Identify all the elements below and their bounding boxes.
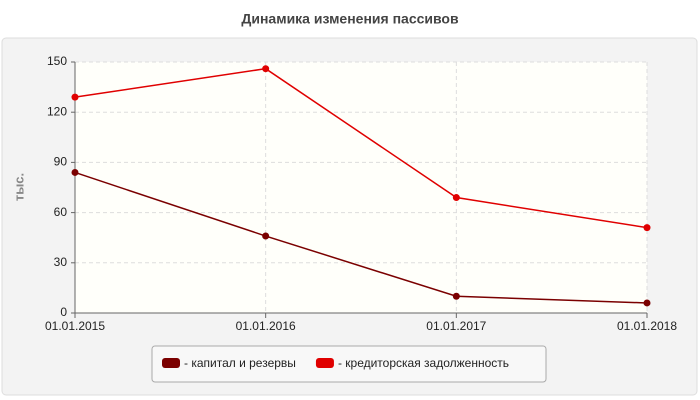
- data-point: [262, 232, 270, 240]
- chart-title: Динамика изменения пассивов: [241, 11, 459, 27]
- x-tick-label: 01.01.2017: [426, 319, 486, 333]
- data-point: [643, 224, 651, 232]
- legend-swatch: [315, 358, 334, 368]
- legend-label: - кредиторская задолженность: [338, 356, 509, 370]
- data-point: [71, 168, 79, 176]
- series-line: [74, 171, 648, 304]
- y-tick-label: 30: [54, 255, 68, 269]
- data-point: [452, 194, 460, 202]
- y-tick-label: 120: [47, 104, 67, 118]
- plot-area: [75, 62, 647, 313]
- y-tick-label: 60: [54, 205, 68, 219]
- data-point: [643, 299, 651, 307]
- x-tick-label: 01.01.2015: [45, 319, 105, 333]
- data-point: [452, 292, 460, 300]
- x-tick-label: 01.01.2016: [236, 319, 296, 333]
- y-tick-label: 150: [47, 54, 67, 68]
- series-line: [74, 67, 648, 229]
- x-tick-label: 01.01.2018: [617, 319, 677, 333]
- data-point: [71, 93, 79, 101]
- data-point: [262, 65, 270, 73]
- legend: [151, 345, 547, 383]
- legend-label: - капитал и резервы: [184, 356, 296, 370]
- y-axis-label: тыс.: [11, 173, 26, 201]
- y-tick-label: 0: [60, 305, 67, 319]
- legend-swatch: [162, 358, 180, 368]
- y-tick-label: 90: [54, 155, 68, 169]
